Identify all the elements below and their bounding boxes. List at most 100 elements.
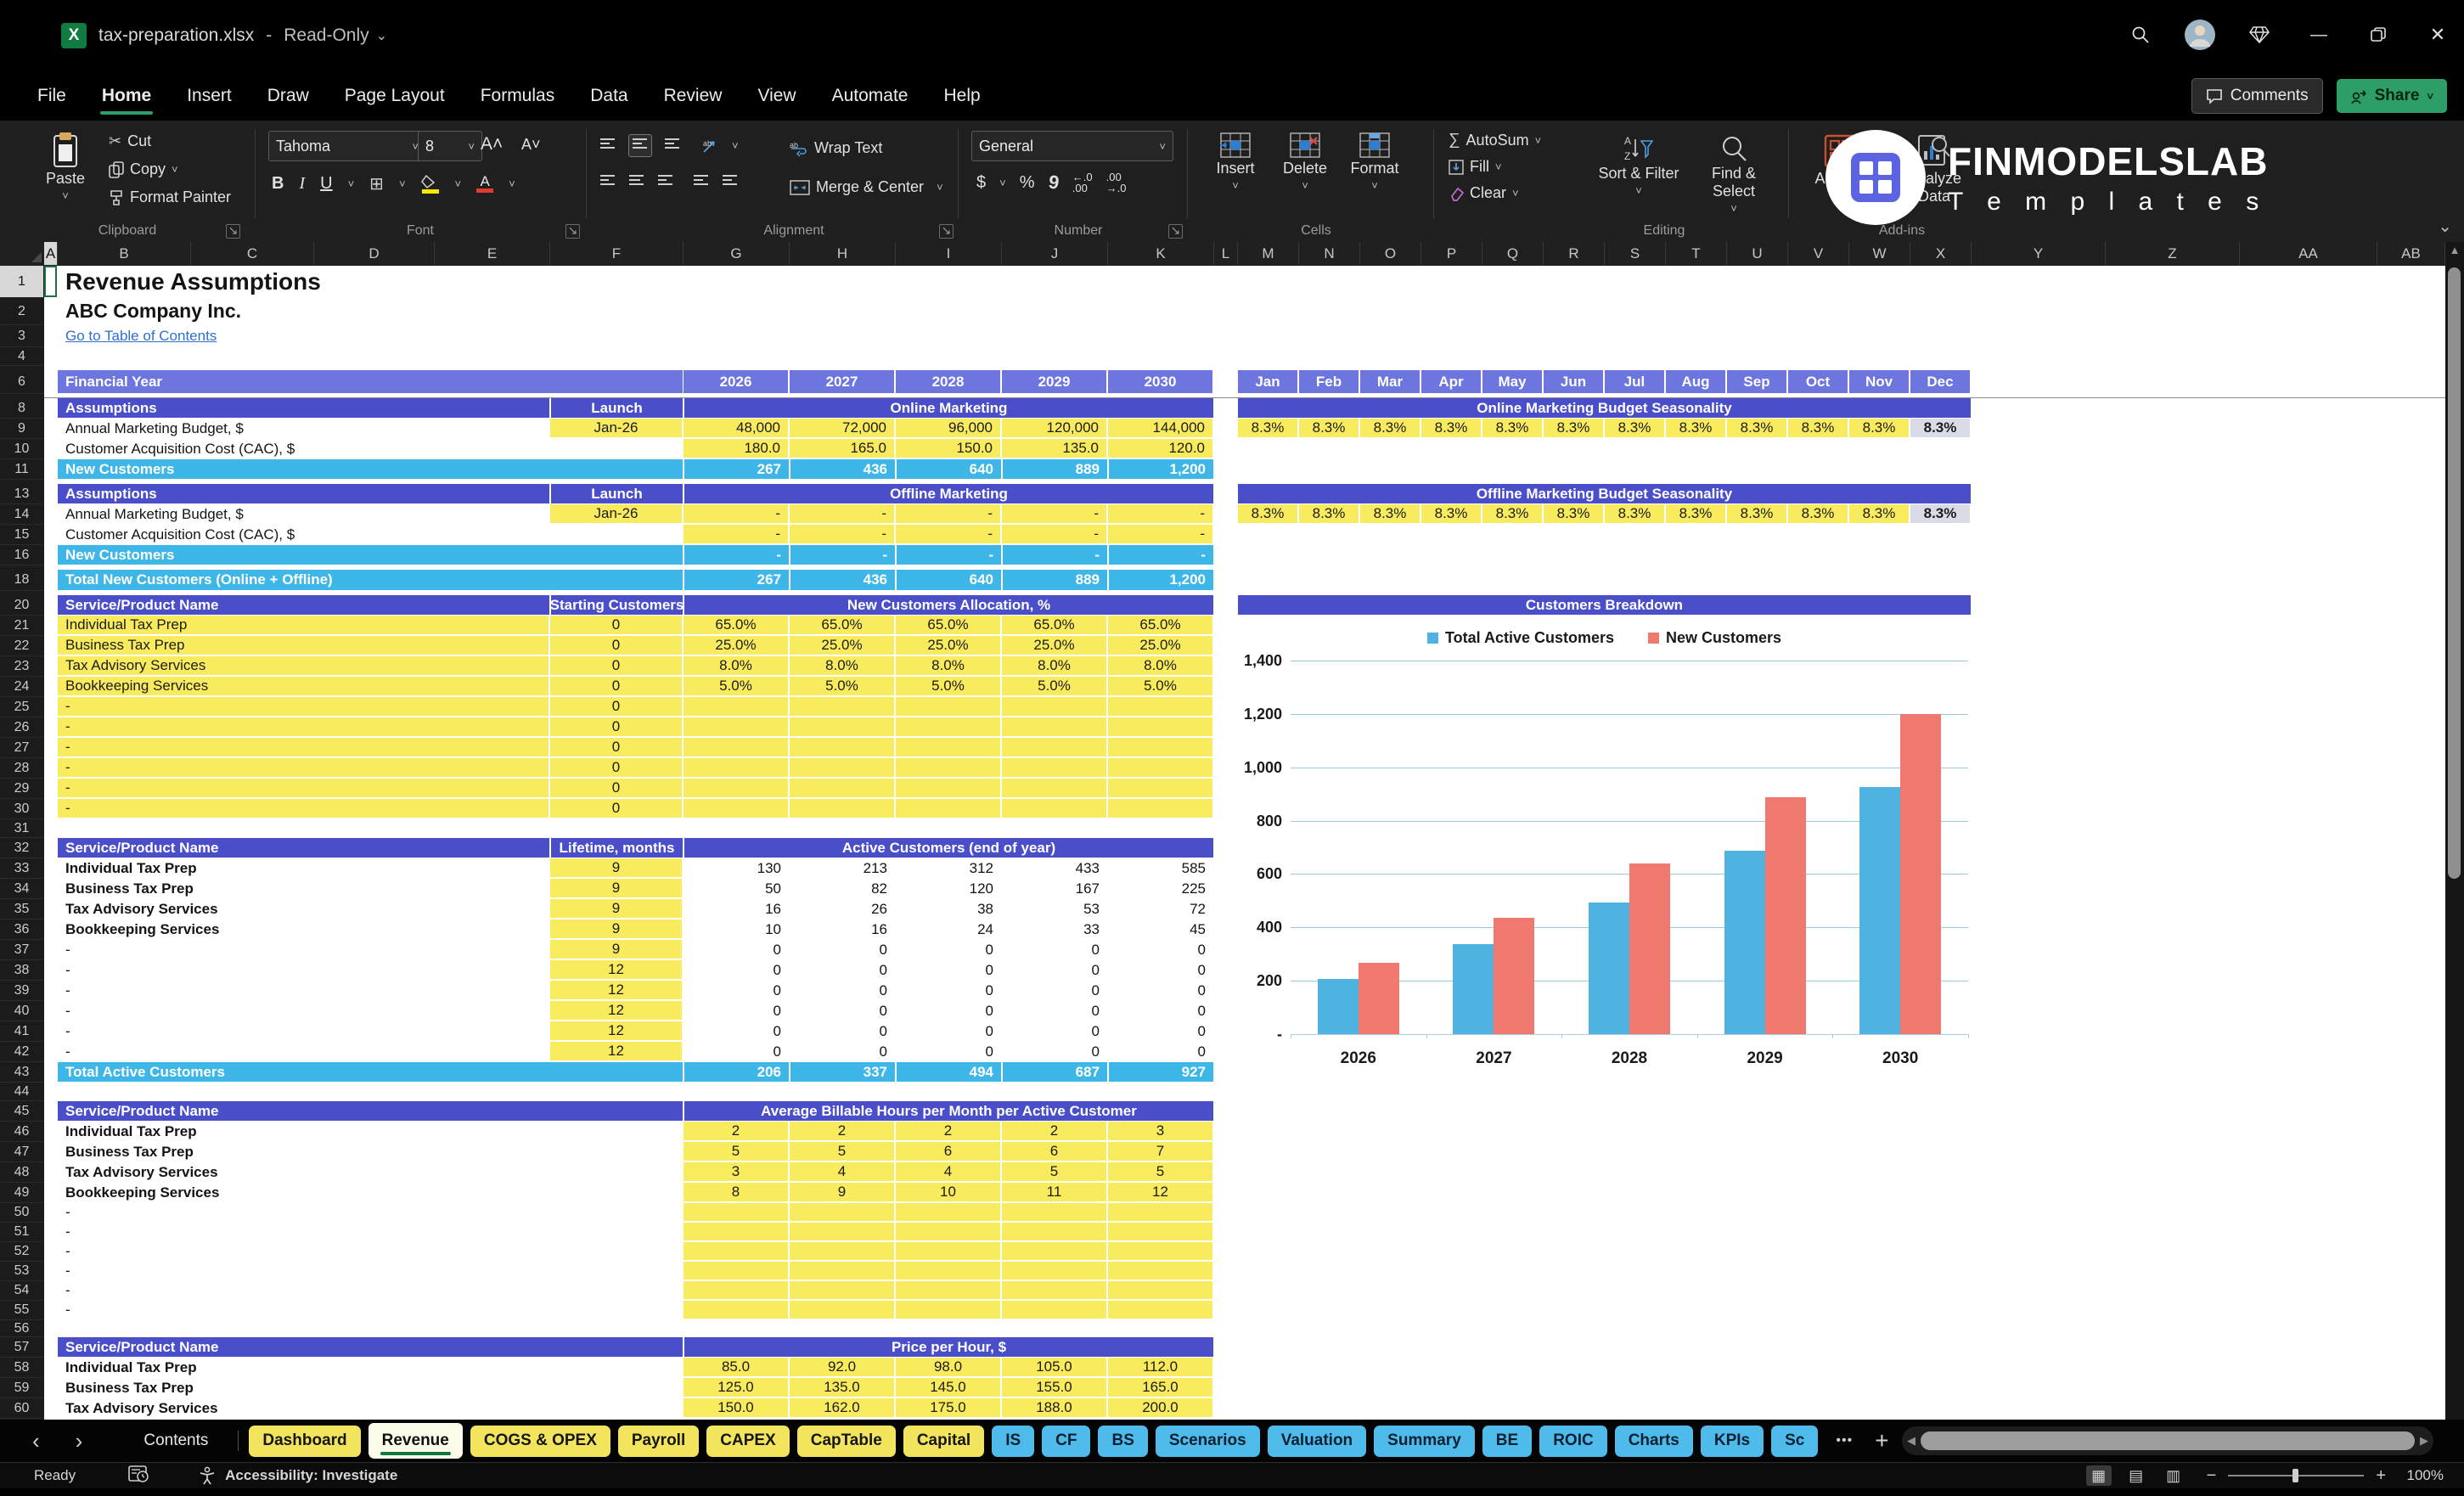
fill-color-button[interactable] xyxy=(420,174,440,194)
allocation-value-cell[interactable] xyxy=(684,758,789,778)
zoom-out-button[interactable]: − xyxy=(2206,1465,2217,1485)
allocation-value-cell[interactable] xyxy=(1108,799,1213,818)
row-header-23[interactable]: 23 xyxy=(0,656,43,677)
billable-value-cell[interactable] xyxy=(1108,1242,1213,1261)
billable-value-cell[interactable]: 2 xyxy=(896,1122,1001,1141)
billable-value-cell[interactable]: 5 xyxy=(790,1142,895,1161)
offline-seasonality-value-cell[interactable]: 8.3% xyxy=(1605,504,1665,524)
offline-seasonality-value-cell[interactable]: 8.3% xyxy=(1299,504,1359,524)
billable-value-cell[interactable] xyxy=(684,1223,789,1241)
offline-seasonality-value-cell[interactable]: 8.3% xyxy=(1238,504,1298,524)
sheet-tab-bs[interactable]: BS xyxy=(1098,1425,1148,1457)
borders-button[interactable]: ⊞ xyxy=(369,175,384,194)
allocation-value-cell[interactable]: 5.0% xyxy=(790,677,895,696)
allocation-value-cell[interactable] xyxy=(1108,779,1213,798)
normal-view-button[interactable]: ▦ xyxy=(2085,1465,2112,1486)
underline-button[interactable]: U xyxy=(320,174,333,193)
online-seasonality-value-cell[interactable]: 8.3% xyxy=(1727,419,1787,438)
allocation-value-cell[interactable]: 65.0% xyxy=(896,616,1001,635)
cac-value-cell[interactable]: - xyxy=(1002,525,1107,544)
billable-value-cell[interactable]: 5 xyxy=(1108,1162,1213,1182)
scroll-left-icon[interactable]: ◀ xyxy=(1907,1434,1916,1447)
insert-cells-button[interactable]: Insert ˅ xyxy=(1201,132,1270,192)
zoom-slider[interactable] xyxy=(2228,1465,2365,1486)
starting-customers-cell[interactable]: 0 xyxy=(550,656,683,676)
budget-value-cell[interactable]: 120,000 xyxy=(1002,419,1107,438)
price-value-cell[interactable]: 188.0 xyxy=(1002,1398,1107,1418)
font-color-button[interactable]: A xyxy=(476,174,494,193)
indent-button[interactable] xyxy=(722,173,739,191)
sheet-tab-valuation[interactable]: Valuation xyxy=(1267,1425,1367,1457)
online-seasonality-value-cell[interactable]: 8.3% xyxy=(1788,419,1848,438)
macro-record-icon[interactable] xyxy=(128,1465,150,1488)
allocation-name-cell[interactable]: - xyxy=(58,697,549,717)
avatar[interactable] xyxy=(2180,15,2219,54)
offline-seasonality-value-cell[interactable]: 8.3% xyxy=(1482,504,1543,524)
shrink-font-button[interactable]: A˅ xyxy=(521,136,541,153)
row-header-3[interactable]: 3 xyxy=(0,325,43,347)
merge-center-button[interactable]: Merge & Center ˅ xyxy=(790,178,943,196)
month-header-Nov[interactable]: Nov xyxy=(1849,370,1910,393)
lifetime-cell[interactable]: 9 xyxy=(550,899,683,919)
row-header-56[interactable]: 56 xyxy=(0,1320,43,1337)
menu-tab-help[interactable]: Help xyxy=(943,86,981,105)
row-header-13[interactable]: 13 xyxy=(0,484,43,504)
menu-tab-review[interactable]: Review xyxy=(663,86,723,105)
menu-tab-insert[interactable]: Insert xyxy=(187,86,232,105)
row-header-28[interactable]: 28 xyxy=(0,758,43,779)
row-header-45[interactable]: 45 xyxy=(0,1101,43,1122)
column-header-Z[interactable]: Z xyxy=(2106,242,2240,265)
billable-value-cell[interactable] xyxy=(1002,1281,1107,1300)
row-header-51[interactable]: 51 xyxy=(0,1223,43,1242)
price-value-cell[interactable]: 175.0 xyxy=(896,1398,1001,1418)
row-header-55[interactable]: 55 xyxy=(0,1301,43,1320)
more-tabs-icon[interactable]: ••• xyxy=(1836,1433,1854,1448)
cac-value-cell[interactable]: - xyxy=(1108,525,1213,544)
row-header-39[interactable]: 39 xyxy=(0,981,43,1001)
allocation-value-cell[interactable] xyxy=(1002,697,1107,717)
allocation-name-cell[interactable]: - xyxy=(58,717,549,737)
offline-seasonality-value-cell[interactable]: 8.3% xyxy=(1727,504,1787,524)
allocation-name-cell[interactable]: Individual Tax Prep xyxy=(58,616,549,635)
allocation-value-cell[interactable] xyxy=(790,697,895,717)
billable-value-cell[interactable]: 3 xyxy=(684,1162,789,1182)
starting-customers-cell[interactable]: 0 xyxy=(550,677,683,696)
month-header-Jun[interactable]: Jun xyxy=(1544,370,1604,393)
price-value-cell[interactable]: 105.0 xyxy=(1002,1358,1107,1377)
cac-value-cell[interactable]: 180.0 xyxy=(684,439,789,458)
column-header-O[interactable]: O xyxy=(1360,242,1421,265)
billable-value-cell[interactable] xyxy=(684,1262,789,1280)
hscroll-thumb[interactable] xyxy=(1921,1431,2415,1450)
month-header-Dec[interactable]: Dec xyxy=(1910,370,1971,393)
starting-customers-cell[interactable]: 0 xyxy=(550,616,683,635)
dialog-launcher-icon[interactable]: ↘ xyxy=(226,224,240,239)
allocation-value-cell[interactable] xyxy=(1002,738,1107,757)
row-header-2[interactable]: 2 xyxy=(0,298,43,325)
zoom-level[interactable]: 100% xyxy=(2406,1467,2444,1483)
scroll-up-arrow[interactable]: ▲ xyxy=(2449,244,2461,256)
billable-value-cell[interactable] xyxy=(684,1281,789,1300)
allocation-value-cell[interactable] xyxy=(1002,799,1107,818)
row-header-18[interactable]: 18 xyxy=(0,570,43,591)
price-value-cell[interactable]: 135.0 xyxy=(790,1378,895,1398)
month-header-Sep[interactable]: Sep xyxy=(1727,370,1787,393)
allocation-value-cell[interactable]: 8.0% xyxy=(1002,656,1107,676)
allocation-value-cell[interactable]: 65.0% xyxy=(1108,616,1213,635)
billable-value-cell[interactable]: 4 xyxy=(790,1162,895,1182)
starting-customers-cell[interactable]: 0 xyxy=(550,717,683,737)
cac-value-cell[interactable]: 150.0 xyxy=(896,439,1001,458)
billable-value-cell[interactable] xyxy=(790,1223,895,1241)
delete-cells-button[interactable]: Delete ˅ xyxy=(1270,132,1340,192)
billable-value-cell[interactable]: 2 xyxy=(684,1122,789,1141)
billable-value-cell[interactable] xyxy=(790,1281,895,1300)
dialog-launcher-icon[interactable]: ↘ xyxy=(939,224,954,239)
price-value-cell[interactable]: 125.0 xyxy=(684,1378,789,1398)
zoom-slider-handle[interactable] xyxy=(2292,1469,2299,1482)
price-value-cell[interactable]: 200.0 xyxy=(1108,1398,1213,1418)
dialog-launcher-icon[interactable]: ↘ xyxy=(1168,224,1183,239)
menu-tab-view[interactable]: View xyxy=(757,86,796,105)
row-header-46[interactable]: 46 xyxy=(0,1122,43,1142)
sheet-tab-roic[interactable]: ROIC xyxy=(1539,1425,1607,1457)
find-select-button[interactable]: Find & Select ˅ xyxy=(1690,134,1778,215)
online-seasonality-value-cell[interactable]: 8.3% xyxy=(1666,419,1726,438)
